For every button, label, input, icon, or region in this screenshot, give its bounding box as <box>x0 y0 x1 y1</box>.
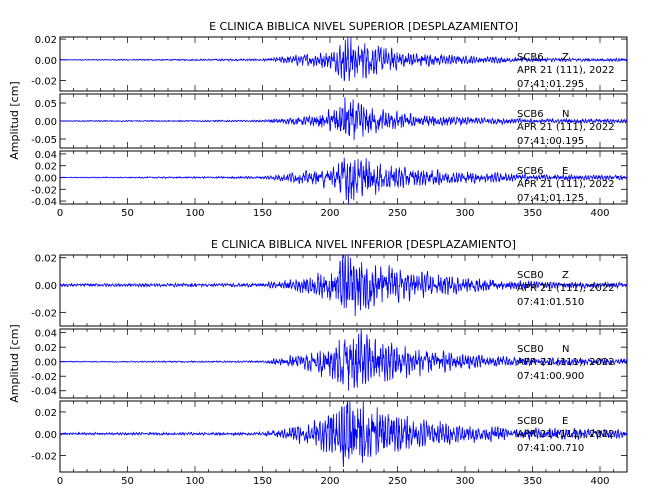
date-label: APR 21 (111), 2022 <box>517 429 615 440</box>
date-label: APR 21 (111), 2022 <box>517 179 615 190</box>
y-tick-label: -0.02 <box>31 452 57 463</box>
waveform-line <box>60 37 627 82</box>
time-label: 07:41:00.195 <box>517 136 584 147</box>
component-label: N <box>562 344 569 355</box>
y-tick-label: 0.00 <box>35 56 57 67</box>
waveform-line <box>59 254 628 317</box>
station-label: SCB0 <box>517 416 544 427</box>
x-tick-label: 350 <box>523 476 542 487</box>
x-tick-label: 300 <box>455 476 474 487</box>
y-tick-label: 0.00 <box>35 281 57 292</box>
y-axis-label: Amplitud [cm] <box>8 324 21 402</box>
station-label: SCB0 <box>517 270 544 281</box>
y-tick-label: 0.02 <box>35 162 57 173</box>
x-tick-label: 200 <box>320 476 339 487</box>
component-label: Z <box>562 270 569 281</box>
time-label: 07:41:01.510 <box>517 297 584 308</box>
trace-panel: 0.02 0.00 -0.02 SCB0 Z APR 21 (111), 2022 07:4… <box>31 254 628 327</box>
component-label: E <box>562 166 568 177</box>
y-tick-label: 0.02 <box>35 343 57 354</box>
waveform-line <box>59 157 627 205</box>
waveform-line <box>60 400 628 468</box>
waveform-line <box>59 328 628 391</box>
station-label: SCB6 <box>517 52 544 63</box>
waveform-line <box>60 97 628 140</box>
x-tick-label: 100 <box>185 208 204 219</box>
x-tick-label: 150 <box>253 208 272 219</box>
x-tick-label: 250 <box>388 476 407 487</box>
y-tick-label: -0.02 <box>31 372 57 383</box>
x-tick-label: 0 <box>57 476 63 487</box>
y-tick-label: -0.05 <box>31 135 57 146</box>
time-label: 07:41:00.710 <box>517 443 584 454</box>
date-label: APR 21 (111), 2022 <box>517 65 615 76</box>
x-tick-label: 400 <box>590 208 609 219</box>
y-tick-label: -0.02 <box>31 308 57 319</box>
trace-panel: 0.040.020.00-0.02-0.04 SCB6 E APR 21 (111),… <box>31 150 628 208</box>
y-tick-label: 0.04 <box>35 150 57 161</box>
y-tick-label: 0.02 <box>35 408 57 419</box>
trace-panel: 0.04 0.02 0.00 -0.02 -0.04 SCB0 N APR 21 (111),… <box>31 328 628 399</box>
y-tick-label: 0.00 <box>35 174 57 185</box>
x-tick-label: 50 <box>121 476 134 487</box>
x-tick-label: 0 <box>57 208 63 219</box>
chart-title: E CLINICA BIBLICA NIVEL INFERIOR [DESPLA… <box>211 238 516 251</box>
station-label: SCB6 <box>517 109 544 120</box>
y-tick-label: -0.04 <box>31 197 57 208</box>
y-axis-label: Amplitud [cm] <box>8 81 21 159</box>
time-label: 07:41:01.125 <box>517 193 584 204</box>
y-tick-label: 0.02 <box>35 254 57 265</box>
station-label: SCB6 <box>517 166 544 177</box>
lower-level-panel: E CLINICA BIBLICA NIVEL INFERIOR [DESPLA… <box>8 238 628 487</box>
y-tick-label: 0.05 <box>35 99 57 110</box>
x-tick-label: 300 <box>455 208 474 219</box>
date-label: APR 21 (111), 2022 <box>517 357 615 368</box>
y-tick-label: 0.00 <box>35 430 57 441</box>
time-label: 07:41:01.295 <box>517 79 584 90</box>
y-tick-label: -0.04 <box>31 387 57 398</box>
y-tick-label: -0.02 <box>31 185 57 196</box>
y-tick-label: 0.02 <box>35 35 57 46</box>
x-tick-label: 350 <box>523 208 542 219</box>
date-label: APR 21 (111), 2022 <box>517 122 615 133</box>
date-label: APR 21 (111), 2022 <box>517 283 615 294</box>
y-tick-label: 0.04 <box>35 329 57 340</box>
trace-panel: 0.02 0.00 -0.02 SCB6 Z APR 21 (111), 2022 07:4… <box>31 35 628 92</box>
upper-level-panel: E CLINICA BIBLICA NIVEL SUPERIOR [DESPLA… <box>8 20 628 219</box>
x-tick-label: 100 <box>185 476 204 487</box>
y-tick-label: -0.02 <box>31 77 57 88</box>
y-tick-label: 0.00 <box>35 358 57 369</box>
x-tick-label: 50 <box>121 208 134 219</box>
x-tick-label: 150 <box>253 476 272 487</box>
y-tick-label: 0.00 <box>35 117 57 128</box>
trace-panel: 0.02 0.00 -0.02 SCB0 E APR 21 (111), 2022 07:4… <box>31 400 628 473</box>
x-tick-label: 200 <box>320 208 339 219</box>
station-label: SCB0 <box>517 344 544 355</box>
x-tick-label: 400 <box>590 476 609 487</box>
trace-panel: 0.05 0.00 -0.05 SCB6 N APR 21 (111), 2022 07:4… <box>31 93 628 149</box>
component-label: Z <box>562 52 569 63</box>
time-label: 07:41:00.900 <box>517 371 584 382</box>
component-label: E <box>562 416 568 427</box>
chart-title: E CLINICA BIBLICA NIVEL SUPERIOR [DESPLA… <box>209 20 518 33</box>
component-label: N <box>562 109 569 120</box>
x-tick-label: 250 <box>388 208 407 219</box>
